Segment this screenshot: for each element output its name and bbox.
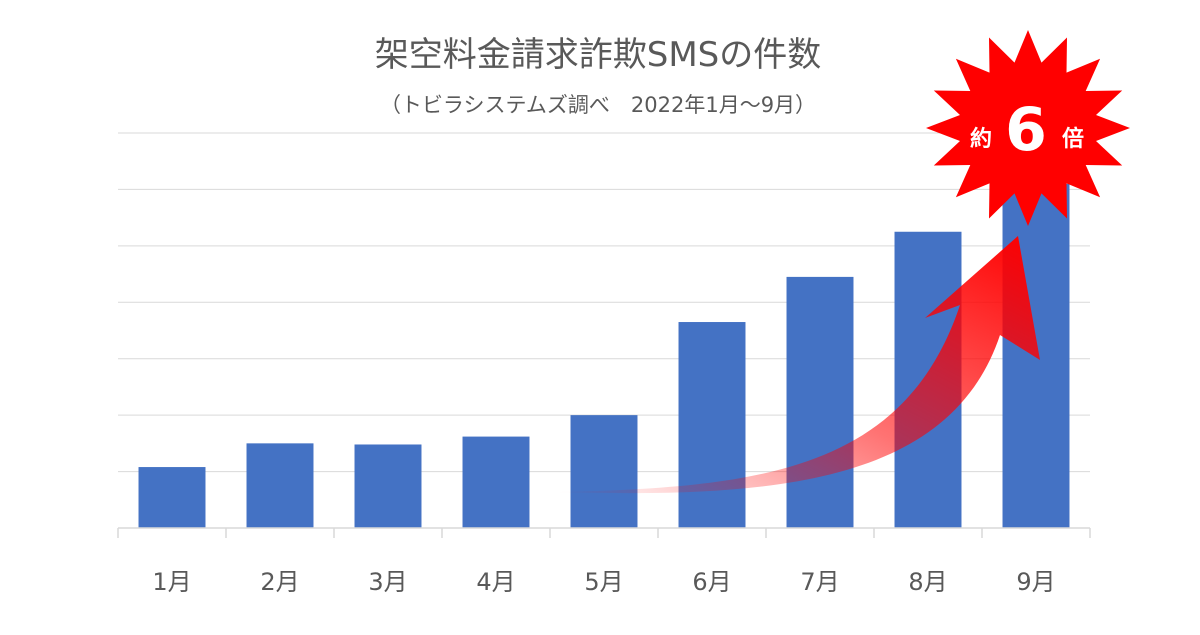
chart-title: 架空料金請求詐欺SMSの件数 xyxy=(375,35,822,75)
x-tick-label: 5月 xyxy=(584,568,623,596)
bar-2 xyxy=(246,443,314,528)
x-tick-label: 8月 xyxy=(908,568,947,596)
badge-prefix: 約 xyxy=(970,126,992,152)
x-tick-label: 2月 xyxy=(260,568,299,596)
growth-arrow xyxy=(555,236,1040,494)
burst-badge: 約 6 倍 xyxy=(926,30,1130,226)
x-tick-label: 6月 xyxy=(692,568,731,596)
bar-3 xyxy=(354,444,422,528)
x-tick-label: 9月 xyxy=(1016,568,1055,596)
badge-number: 6 xyxy=(1005,95,1047,165)
bar-1 xyxy=(138,467,206,528)
bar-6 xyxy=(678,322,746,528)
x-tick-label: 7月 xyxy=(800,568,839,596)
bar-5 xyxy=(570,415,638,528)
x-axis: 1月 2月 3月 4月 5月 6月 7月 8月 9月 xyxy=(117,527,1091,596)
chart-subtitle: （トビラシステムズ調べ 2022年1月〜9月） xyxy=(380,93,816,117)
gridlines xyxy=(118,132,1090,473)
x-tick-label: 3月 xyxy=(368,568,407,596)
x-tick-label: 1月 xyxy=(152,568,191,596)
x-tick-label: 4月 xyxy=(476,568,515,596)
starburst xyxy=(926,30,1130,226)
bar-4 xyxy=(462,436,530,528)
bar-7 xyxy=(786,276,854,528)
bars xyxy=(138,183,1070,529)
badge-suffix: 倍 xyxy=(1062,126,1084,152)
